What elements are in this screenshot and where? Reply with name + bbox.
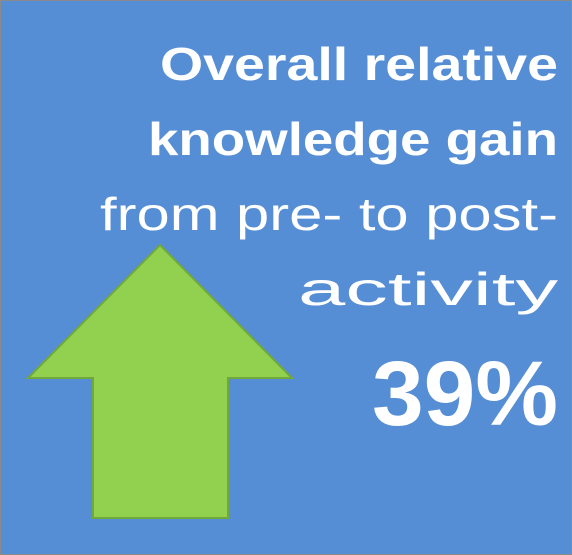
subline-line: from pre- to post- [100, 188, 558, 240]
percentage-figure: 39% [372, 343, 558, 445]
subline-line: activity [298, 263, 558, 315]
headline-line: Overall relative [160, 38, 558, 90]
up-arrow [25, 243, 295, 519]
headline-line: knowledge gain [148, 113, 558, 165]
